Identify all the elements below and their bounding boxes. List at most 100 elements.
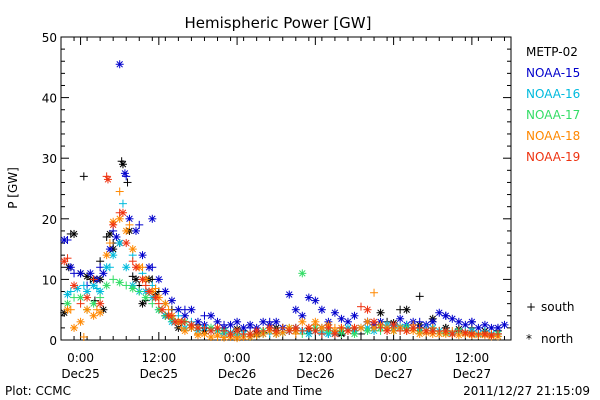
north-point xyxy=(226,320,235,329)
north-point xyxy=(363,317,372,326)
y-tick-label: 50 xyxy=(42,31,57,45)
south-point xyxy=(89,275,98,284)
south-point xyxy=(220,326,229,335)
north-point xyxy=(285,290,294,299)
north-point xyxy=(70,281,79,290)
north-point xyxy=(115,239,124,248)
north-point xyxy=(60,236,69,245)
north-point xyxy=(164,311,173,320)
north-point xyxy=(105,245,114,254)
south-point xyxy=(278,323,287,332)
north-point xyxy=(272,317,281,326)
x-tick-time-label: 0:00 xyxy=(67,351,94,365)
legend-entry: NOAA-15 xyxy=(526,66,580,80)
chart-title: Hemispheric Power [GW] xyxy=(185,14,372,32)
north-point xyxy=(402,305,411,314)
north-point xyxy=(102,263,111,272)
north-point xyxy=(272,326,281,335)
north-point xyxy=(122,263,131,272)
south-marker-label: south xyxy=(541,300,575,314)
north-point xyxy=(298,317,307,326)
y-tick-label: 30 xyxy=(42,152,57,166)
north-point xyxy=(132,263,140,272)
series-noaa-19 xyxy=(60,172,502,340)
north-point xyxy=(83,293,92,302)
north-point xyxy=(148,214,157,223)
north-point xyxy=(304,293,313,302)
north-point xyxy=(350,311,359,320)
north-point xyxy=(213,323,222,332)
north-point xyxy=(337,314,346,323)
north-point xyxy=(441,326,450,335)
north-point xyxy=(370,317,379,326)
north-point xyxy=(454,317,463,326)
north-point xyxy=(193,331,202,340)
x-tick-date-label: Dec25 xyxy=(140,367,179,381)
y-tick-label: 40 xyxy=(42,92,57,106)
south-point xyxy=(135,220,144,229)
north-point xyxy=(187,320,196,329)
north-point xyxy=(89,311,98,320)
north-point xyxy=(118,160,127,169)
south-point xyxy=(118,199,127,208)
north-point xyxy=(86,269,95,278)
north-point xyxy=(76,317,85,326)
north-point xyxy=(311,296,320,305)
north-point xyxy=(66,263,75,272)
x-tick-time-label: 12:00 xyxy=(455,351,490,365)
x-axis-label: Date and Time xyxy=(234,384,322,398)
south-point xyxy=(128,257,137,266)
south-point xyxy=(357,302,365,311)
north-point xyxy=(311,317,320,326)
north-point xyxy=(415,329,424,338)
north-point xyxy=(343,326,352,335)
north-point xyxy=(132,226,140,235)
north-point xyxy=(376,308,385,317)
south-point xyxy=(415,292,424,301)
north-point xyxy=(96,308,105,317)
north-point xyxy=(145,287,154,296)
north-point xyxy=(207,311,215,320)
north-point xyxy=(102,281,111,290)
south-point xyxy=(76,299,85,308)
south-point xyxy=(122,281,131,290)
axes: 0 10 20 30 40 50 0:00 Dec25 12:00 Dec25 0:00 Dec26 1… xyxy=(42,31,511,381)
x-tick-time-label: 0:00 xyxy=(224,351,251,365)
south-point xyxy=(123,178,132,187)
x-tick-time-label: 0:00 xyxy=(380,351,407,365)
south-point xyxy=(370,288,379,297)
north-point xyxy=(99,269,108,278)
x-tick-time-label: 12:00 xyxy=(142,351,177,365)
south-marker-symbol: + xyxy=(526,300,536,314)
north-point xyxy=(304,323,313,332)
north-point xyxy=(311,326,320,335)
north-point xyxy=(500,320,509,329)
x-tick-date-label: Dec27 xyxy=(453,367,492,381)
north-point xyxy=(138,299,147,308)
north-point xyxy=(324,323,333,332)
north-point xyxy=(409,323,418,332)
north-point xyxy=(298,269,307,278)
legend-entry: NOAA-16 xyxy=(526,87,580,101)
north-point xyxy=(118,208,127,217)
north-point xyxy=(177,317,186,326)
north-point xyxy=(115,278,124,287)
north-point xyxy=(265,323,274,332)
north-point xyxy=(112,232,121,241)
x-tick-time-label: 12:00 xyxy=(298,351,333,365)
north-point xyxy=(246,320,255,329)
north-point xyxy=(128,245,137,254)
legend: METP-02 NOAA-15 NOAA-16 NOAA-17 NOAA-18 NOAA-… xyxy=(526,45,580,164)
series-metp-02 xyxy=(60,157,502,340)
north-point xyxy=(109,220,118,229)
north-point xyxy=(448,329,457,338)
north-point xyxy=(161,287,170,296)
y-tick-label: 20 xyxy=(42,213,57,227)
south-point xyxy=(125,220,134,229)
south-point xyxy=(115,187,124,196)
plot-frame xyxy=(60,36,512,341)
north-point xyxy=(128,284,137,293)
south-point xyxy=(79,172,88,181)
north-point xyxy=(60,257,69,266)
x-tick-date-label: Dec27 xyxy=(374,367,413,381)
